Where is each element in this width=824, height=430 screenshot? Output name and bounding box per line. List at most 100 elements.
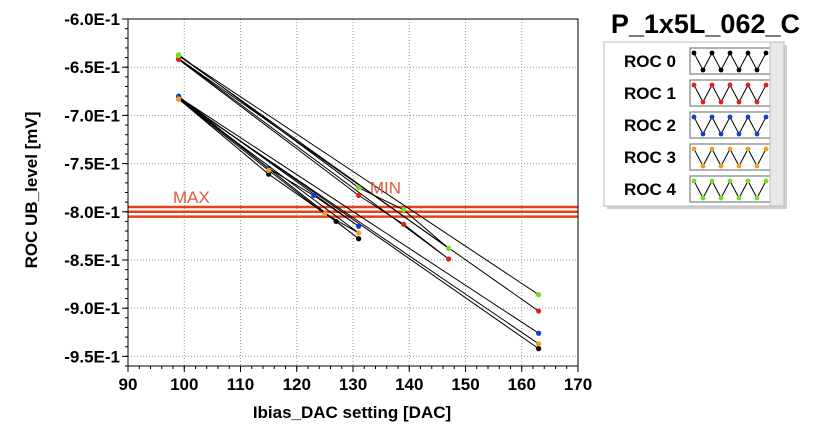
annotation-max: MAX bbox=[173, 188, 210, 207]
legend-marker bbox=[745, 178, 751, 184]
data-point bbox=[333, 218, 339, 225]
x-tick-label: 110 bbox=[227, 375, 254, 394]
data-point bbox=[446, 256, 452, 262]
data-point bbox=[176, 53, 182, 59]
series-roc-1 bbox=[176, 55, 542, 314]
legend-marker bbox=[709, 50, 715, 56]
legend-item: ROC 2 bbox=[624, 111, 771, 139]
x-tick-label: 100 bbox=[170, 375, 198, 394]
legend-label: ROC 3 bbox=[624, 148, 676, 167]
chart-title: P_1x5L_062_C bbox=[611, 9, 800, 39]
legend-marker bbox=[727, 146, 733, 152]
x-tick-label: 170 bbox=[564, 375, 592, 394]
legend-marker bbox=[718, 99, 724, 105]
x-tick-label: 160 bbox=[508, 375, 536, 394]
legend-marker bbox=[691, 114, 697, 120]
legend-item: ROC 3 bbox=[624, 143, 771, 171]
y-axis-title: ROC UB_level [mV] bbox=[22, 112, 41, 269]
data-point bbox=[536, 341, 542, 347]
y-tick-label: -7.5E-1 bbox=[64, 155, 120, 174]
legend-marker bbox=[754, 195, 760, 201]
data-point bbox=[356, 223, 362, 229]
x-axis-ticks: 90 100 110 120 130 140 150 160 170 bbox=[119, 366, 592, 394]
legend-scrollbar bbox=[769, 41, 785, 207]
y-tick-label: -7.0E-1 bbox=[64, 106, 120, 125]
legend-marker bbox=[727, 50, 733, 56]
legend-marker bbox=[754, 131, 760, 137]
data-point bbox=[536, 308, 542, 314]
data-point bbox=[311, 192, 317, 198]
data-point bbox=[536, 292, 542, 298]
legend-marker bbox=[754, 67, 760, 73]
data-point bbox=[356, 192, 362, 198]
series-layer bbox=[176, 52, 542, 352]
legend-marker bbox=[700, 131, 706, 137]
legend-marker bbox=[745, 114, 751, 120]
legend-marker bbox=[736, 163, 742, 169]
legend-marker bbox=[700, 67, 706, 73]
legend-label: ROC 0 bbox=[624, 52, 676, 71]
series-roc-3 bbox=[176, 96, 542, 347]
x-tick-label: 90 bbox=[119, 375, 138, 394]
legend-item: ROC 0 bbox=[624, 47, 771, 75]
annotation-min: MIN bbox=[370, 178, 401, 197]
legend-marker bbox=[700, 99, 706, 105]
data-point bbox=[401, 207, 407, 213]
legend-marker bbox=[718, 195, 724, 201]
legend-item: ROC 4 bbox=[624, 175, 771, 203]
data-point bbox=[401, 221, 407, 227]
data-point bbox=[356, 230, 362, 236]
y-axis-ticks: -6.0E-1 -6.5E-1 -7.0E-1 -7.5E-1 -8.0E-1 -8.5E… bbox=[64, 10, 128, 367]
data-point bbox=[266, 167, 272, 173]
data-point bbox=[322, 211, 328, 217]
y-tick-label: -8.5E-1 bbox=[64, 251, 120, 270]
legend-marker bbox=[736, 67, 742, 73]
series-line bbox=[178, 95, 539, 334]
legend-marker bbox=[736, 131, 742, 137]
legend-marker bbox=[745, 82, 751, 88]
legend-marker bbox=[727, 114, 733, 120]
legend-label: ROC 2 bbox=[624, 116, 676, 135]
legend-marker bbox=[763, 50, 769, 56]
legend-marker bbox=[691, 178, 697, 184]
y-tick-label: -9.0E-1 bbox=[64, 299, 120, 318]
x-tick-label: 150 bbox=[451, 375, 479, 394]
x-axis-title: Ibias_DAC setting [DAC] bbox=[253, 403, 451, 422]
legend-marker bbox=[745, 146, 751, 152]
legend-label: ROC 1 bbox=[624, 84, 676, 103]
legend-marker bbox=[700, 195, 706, 201]
legend-marker bbox=[736, 195, 742, 201]
legend-marker bbox=[700, 163, 706, 169]
legend-marker bbox=[763, 146, 769, 152]
y-tick-label: -8.0E-1 bbox=[64, 203, 120, 222]
legend-marker bbox=[763, 82, 769, 88]
data-point bbox=[536, 330, 542, 336]
legend-marker bbox=[709, 82, 715, 88]
legend-marker bbox=[727, 82, 733, 88]
legend-marker bbox=[754, 99, 760, 105]
legend-marker bbox=[691, 50, 697, 56]
data-point bbox=[356, 185, 362, 191]
series-roc-4 bbox=[176, 52, 542, 298]
legend-marker bbox=[763, 114, 769, 120]
legend-marker bbox=[745, 50, 751, 56]
legend-marker bbox=[691, 82, 697, 88]
legend-marker bbox=[736, 99, 742, 105]
data-point bbox=[536, 346, 542, 352]
legend-marker bbox=[718, 163, 724, 169]
legend-marker bbox=[709, 114, 715, 120]
legend-marker bbox=[709, 178, 715, 184]
x-tick-label: 120 bbox=[283, 375, 311, 394]
legend-label: ROC 4 bbox=[624, 180, 677, 199]
y-tick-label: -6.5E-1 bbox=[64, 58, 120, 77]
series-line bbox=[178, 58, 539, 312]
legend-marker bbox=[727, 178, 733, 184]
data-point bbox=[446, 245, 452, 252]
legend-marker bbox=[763, 178, 769, 184]
series-line bbox=[178, 54, 539, 296]
y-tick-label: -6.0E-1 bbox=[64, 10, 120, 29]
legend-marker bbox=[709, 146, 715, 152]
legend-marker bbox=[754, 163, 760, 169]
legend-marker bbox=[718, 131, 724, 137]
